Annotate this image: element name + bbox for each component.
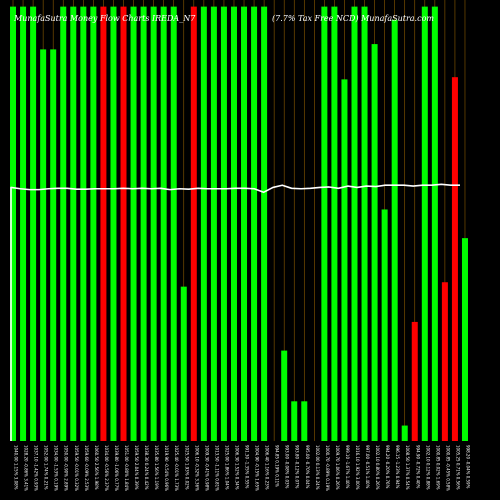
volume-bar <box>100 6 107 442</box>
x-tick-label: 1009.30 -0.41% 0.98% <box>204 445 209 491</box>
volume-bar <box>461 238 468 441</box>
volume-bar <box>381 209 388 441</box>
x-tick-label: 1002.10 0.80% 0.26% <box>375 445 380 490</box>
volume-bar <box>321 6 328 442</box>
volume-bar <box>70 6 77 442</box>
x-tick-label: 1004.90 -0.15% 1.65% <box>255 445 260 491</box>
volume-bar <box>351 6 358 442</box>
volume-bar <box>220 6 227 442</box>
x-tick-label: 1060.50 2.56% 1.98% <box>94 445 99 490</box>
x-tick-label: 1059.50 -0.01% 0.32% <box>74 445 79 491</box>
volume-bar <box>10 6 17 442</box>
x-tick-label: 1051.00 -0.80% 1.84% <box>124 445 129 491</box>
x-tick-label: 1034.00 -0.56% 2.37% <box>104 445 109 491</box>
volume-bar <box>140 6 147 442</box>
volume-bar <box>291 401 298 441</box>
x-tick-labels: 1040.00 1.15% 3.08% 1028.20 -0.86% 3.41% 1… <box>14 445 471 491</box>
volume-bar <box>160 6 167 442</box>
volume-bar <box>391 19 398 441</box>
volume-bar <box>331 6 338 442</box>
volume-bar <box>341 79 348 441</box>
volume-bar <box>80 6 87 442</box>
volume-bar <box>411 321 418 441</box>
x-tick-label: 997.00 -0.51% 1.40% <box>365 445 370 489</box>
x-tick-label: 1002.10 0.12% 0.88% <box>425 445 430 490</box>
x-tick-label: 998.20 -0.04% 0.59% <box>465 445 470 489</box>
x-tick-label: 1013.50 -1.11% 0.81% <box>214 445 219 491</box>
x-tick-label: 994.20 -0.20% 0.76% <box>385 445 390 489</box>
volume-bar <box>251 6 258 442</box>
volume-bar <box>200 6 207 442</box>
x-tick-label: 1034.00 -1.53% 0.19% <box>54 445 59 491</box>
volume-bar <box>130 6 137 442</box>
x-tick-label: 1035.80 1.56% 1.19% <box>154 445 159 490</box>
chart-title-right: (7.7% Tax Free NCD) MunafaSutra.com <box>272 14 434 23</box>
x-tick-label: 1040.00 1.15% 3.08% <box>14 445 19 490</box>
x-tick-label: 1006.10 -0.32% 3.36% <box>194 445 199 491</box>
volume-bar <box>281 350 288 441</box>
x-tick-label: 1052.00 1.74% 0.21% <box>44 445 49 490</box>
x-tick-label: 1025.50 1.93% 0.02% <box>184 445 189 490</box>
volume-bar <box>110 6 117 442</box>
x-tick-label: 994.90 -0.72% 0.40% <box>415 445 420 489</box>
chart-title-left: MunafaSutra Money Flow Charts IREDA_N7 <box>13 14 196 23</box>
volume-bar <box>431 6 438 442</box>
x-tick-label: 993.00 -0.08% 0.03% <box>285 445 290 489</box>
x-tick-label: 1025.00 1.86% 1.04% <box>224 445 229 490</box>
x-tick-label: 1038.30 0.24% 0.42% <box>144 445 149 490</box>
volume-bar <box>241 6 248 442</box>
volume-bar <box>180 286 187 441</box>
x-tick-label: 995.00 -0.70% 0.04% <box>305 445 310 489</box>
volume-bar <box>401 425 408 441</box>
x-tick-label: 1008.50 1.37% 0.54% <box>405 445 410 490</box>
volume-bar <box>60 6 67 442</box>
x-tick-label: 1059.50 2.04% 0.39% <box>134 445 139 490</box>
x-tick-label: 999.10 -1.67% 1.40% <box>345 445 350 489</box>
x-tick-label: 1059.60 -0.09% 2.53% <box>84 445 89 491</box>
x-tick-label: 1005.25 0.71% 0.56% <box>455 445 460 490</box>
volume-bar <box>451 77 458 442</box>
x-tick-label: 1037.10 -1.42% 0.93% <box>34 445 39 491</box>
x-tick-label: 1025.40 -0.01% 1.73% <box>174 445 179 491</box>
x-tick-label: 1000.70 -0.89% 0.19% <box>325 445 330 491</box>
x-tick-label: 1002.00 0.13% 0.24% <box>315 445 320 490</box>
line-series <box>10 183 460 441</box>
x-tick-label: 1016.10 1.92% 3.00% <box>355 445 360 490</box>
volume-bar <box>421 6 428 442</box>
x-tick-label: 991.30 -1.35% 0.55% <box>245 445 250 489</box>
x-tick-label: 1006.40 1.16% 0.23% <box>265 445 270 490</box>
bar-series <box>10 6 468 442</box>
x-tick-label: 994.85 0.19% 0.11% <box>275 445 280 487</box>
x-tick-label: 1006.30 1.52% 0.34% <box>234 445 239 490</box>
x-tick-label: 1000.85 0.02% 1.69% <box>435 445 440 490</box>
x-tick-label: 1009.70 1.06% 0.26% <box>335 445 340 490</box>
volume-bar <box>261 6 268 442</box>
volume-bar <box>230 6 237 442</box>
volume-bar <box>50 49 57 441</box>
x-tick-label: 1039.80 -1.06% 0.77% <box>114 445 119 491</box>
volume-bar <box>170 6 177 442</box>
volume-bar <box>40 49 47 441</box>
x-tick-label: 1019.90 -0.54% 0.96% <box>164 445 169 491</box>
volume-bar <box>190 6 197 442</box>
volume-bar <box>301 401 308 441</box>
x-tick-label: 993.80 -0.12% 0.07% <box>295 445 300 489</box>
x-tick-label: 1050.00 -0.90% 2.89% <box>64 445 69 491</box>
volume-bar <box>361 6 368 442</box>
x-tick-label: 1000.85 -0.45% 0.58% <box>445 445 450 491</box>
x-tick-label: 1028.20 -0.86% 3.41% <box>24 445 29 491</box>
volume-bar <box>90 6 97 442</box>
volume-bar <box>30 6 37 442</box>
money-flow-line <box>10 183 460 441</box>
volume-bar <box>371 44 378 441</box>
volume-bar <box>20 6 27 442</box>
volume-bar <box>441 282 448 441</box>
volume-bar <box>150 6 157 442</box>
volume-bar <box>210 6 217 442</box>
volume-bar <box>120 6 127 442</box>
x-tick-label: 996.15 -1.23% 0.94% <box>395 445 400 489</box>
